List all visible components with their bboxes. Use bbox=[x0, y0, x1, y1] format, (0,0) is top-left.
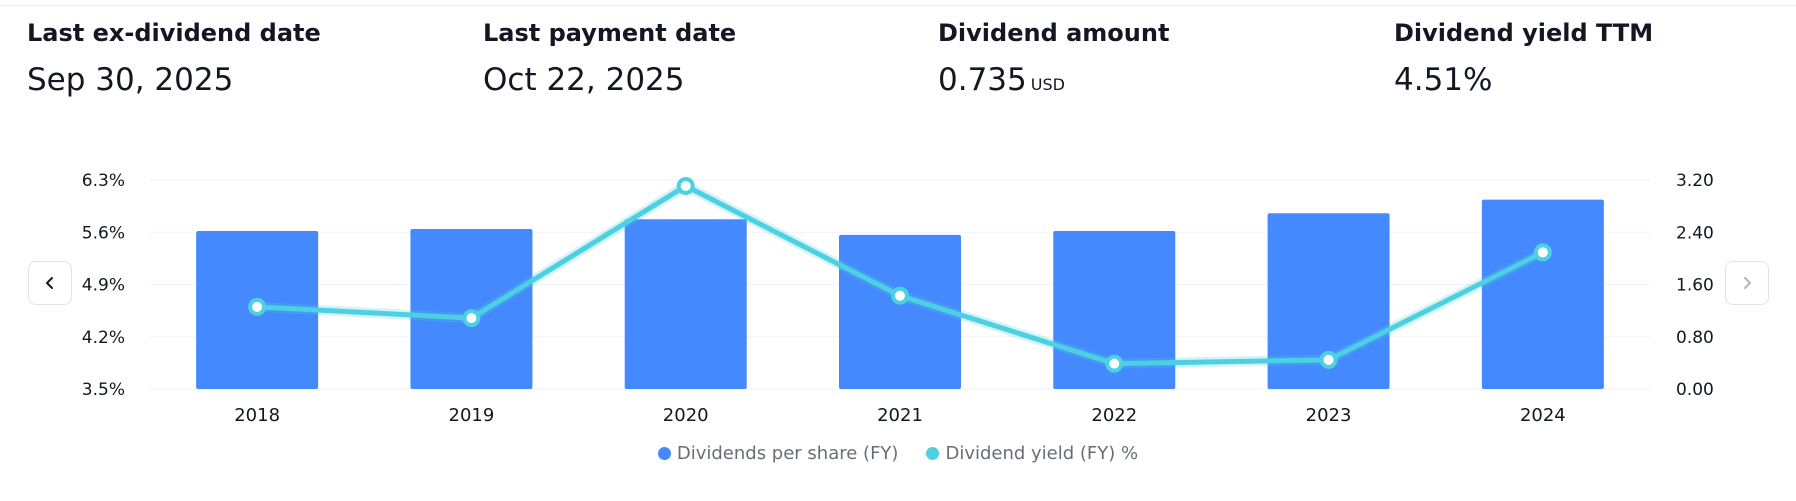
left-axis-tick-label: 4.9% bbox=[82, 276, 125, 296]
stat-value: Oct 22, 2025 bbox=[483, 62, 736, 98]
chart-legend: Dividends per share (FY) Dividend yield … bbox=[0, 443, 1796, 464]
legend-item-dividends-per-share[interactable]: Dividends per share (FY) bbox=[657, 443, 899, 464]
x-axis-tick-label: 2018 bbox=[234, 405, 280, 426]
legend-label: Dividend yield (FY) % bbox=[945, 443, 1139, 464]
stat-label: Dividend amount bbox=[938, 19, 1170, 47]
x-axis-tick-label: 2022 bbox=[1091, 405, 1137, 426]
stat-value: 0.735 USD bbox=[938, 62, 1169, 103]
prev-button[interactable] bbox=[28, 261, 72, 305]
stat-payment-date: Last payment date Oct 22, 2025 bbox=[483, 18, 736, 98]
bar-2024 bbox=[1481, 199, 1604, 389]
left-axis-tick-label: 3.5% bbox=[82, 380, 125, 400]
left-axis-tick-label: 4.2% bbox=[82, 328, 125, 348]
stat-value-text: 4.51% bbox=[1394, 62, 1493, 98]
yield-point-2020 bbox=[676, 176, 695, 195]
yield-point-2019 bbox=[462, 309, 481, 328]
stat-value: Sep 30, 2025 bbox=[27, 62, 321, 98]
x-axis-tick-label: 2020 bbox=[663, 405, 709, 426]
x-axis-tick-label: 2024 bbox=[1520, 405, 1566, 426]
stat-dividend-yield-ttm: Dividend yield TTM 4.51% bbox=[1394, 18, 1653, 98]
right-axis-tick-label: 3.20 bbox=[1676, 171, 1714, 191]
stat-unit: USD bbox=[1030, 75, 1065, 94]
x-axis-tick-label: 2019 bbox=[449, 405, 495, 426]
x-axis-tick-label: 2021 bbox=[877, 405, 923, 426]
left-axis-tick-label: 6.3% bbox=[82, 171, 125, 191]
chevron-left-icon bbox=[46, 277, 53, 289]
right-axis-tick-label: 1.60 bbox=[1676, 276, 1714, 296]
legend-swatch bbox=[657, 447, 671, 460]
yield-point-2024 bbox=[1533, 243, 1552, 262]
stat-value: 4.51% bbox=[1394, 62, 1653, 98]
stat-label: Dividend yield TTM bbox=[1394, 19, 1654, 47]
bar-2019 bbox=[410, 228, 533, 389]
stat-label: Last ex-dividend date bbox=[27, 19, 321, 47]
stat-value-text: Oct 22, 2025 bbox=[483, 62, 685, 98]
yield-point-2018 bbox=[248, 297, 267, 316]
chevron-right-icon bbox=[1744, 277, 1751, 289]
right-axis-tick-label: 0.00 bbox=[1676, 380, 1714, 400]
stat-dividend-amount: Dividend amount 0.735 USD bbox=[938, 18, 1169, 103]
dividend-chart: 6.3% 3.20 5.6% 2.40 4.9% 1.60 4.2% 0.80 3.5% 0.00… bbox=[82, 171, 1714, 426]
right-axis-tick-label: 0.80 bbox=[1676, 328, 1714, 348]
stat-ex-dividend-date: Last ex-dividend date Sep 30, 2025 bbox=[27, 18, 321, 98]
legend-swatch bbox=[926, 447, 940, 460]
stat-value-text: 0.735 bbox=[938, 62, 1027, 98]
stat-label: Last payment date bbox=[483, 19, 737, 47]
bar-2022 bbox=[1053, 230, 1176, 389]
bar-2021 bbox=[839, 234, 961, 389]
left-axis-tick-label: 5.6% bbox=[82, 223, 125, 243]
legend-item-dividend-yield[interactable]: Dividend yield (FY) % bbox=[926, 443, 1138, 464]
x-axis-tick-label: 2023 bbox=[1306, 405, 1352, 426]
yield-point-2021 bbox=[891, 286, 909, 305]
yield-point-2022 bbox=[1105, 354, 1124, 373]
yield-point-2023 bbox=[1319, 350, 1338, 369]
legend-label: Dividends per share (FY) bbox=[676, 443, 899, 464]
top-divider bbox=[0, 5, 1796, 6]
next-button[interactable] bbox=[1725, 261, 1769, 305]
bar-2020 bbox=[624, 219, 747, 389]
right-axis-tick-label: 2.40 bbox=[1676, 223, 1714, 243]
stat-value-text: Sep 30, 2025 bbox=[27, 62, 234, 98]
